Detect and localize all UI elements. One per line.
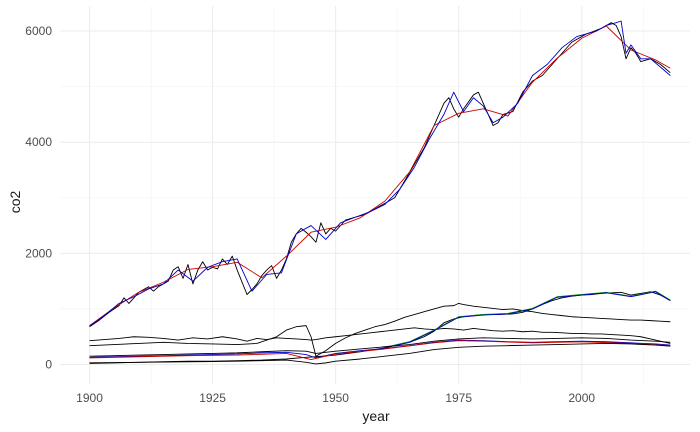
y-tick-label-4000: 4000 — [25, 135, 52, 149]
series-line-2 — [89, 25, 671, 326]
x-tick-label-2000: 2000 — [568, 391, 595, 405]
series-line-7 — [384, 290, 671, 348]
series-layer — [89, 20, 671, 365]
series-line-4 — [89, 327, 671, 344]
series-line-9 — [89, 337, 671, 357]
x-axis-title: year — [362, 408, 390, 424]
minor-gridlines — [60, 6, 690, 384]
series-line-12 — [89, 342, 671, 365]
series-line-5 — [89, 302, 671, 357]
y-tick-label-6000: 6000 — [25, 24, 52, 38]
y-axis-tick-labels: 0 2000 4000 6000 — [25, 24, 52, 372]
series-line-8 — [384, 291, 671, 349]
series-line-11 — [89, 340, 671, 360]
series-line-3 — [89, 20, 671, 327]
x-tick-label-1950: 1950 — [322, 391, 349, 405]
y-tick-label-0: 0 — [45, 358, 52, 372]
x-axis-tick-labels: 1900 1925 1950 1975 2000 — [76, 391, 595, 405]
series-line-1 — [89, 22, 671, 328]
x-tick-label-1900: 1900 — [76, 391, 103, 405]
major-gridlines — [60, 6, 690, 384]
y-tick-label-2000: 2000 — [25, 246, 52, 260]
y-axis-title: co2 — [7, 191, 23, 214]
x-tick-label-1925: 1925 — [199, 391, 226, 405]
x-tick-label-1975: 1975 — [445, 391, 472, 405]
series-line-10 — [89, 339, 671, 359]
